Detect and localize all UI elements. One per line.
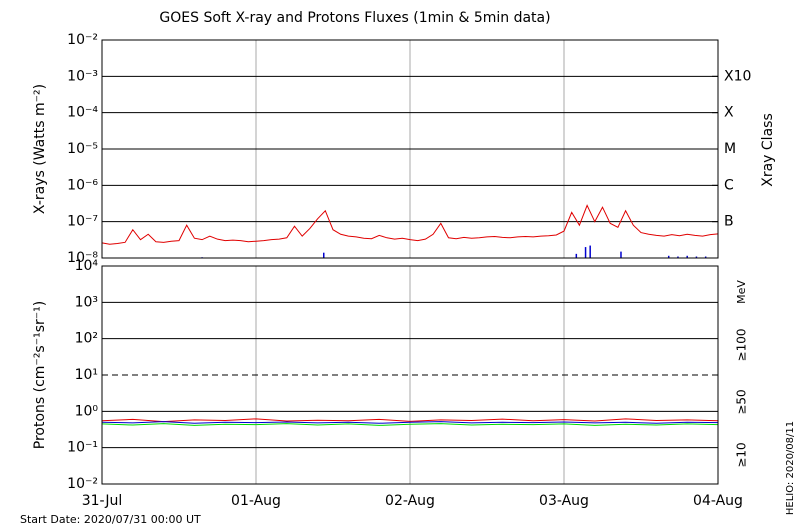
- x-tick-label: 04-Aug: [693, 493, 743, 509]
- y-tick-label: 10⁻⁷: [67, 214, 98, 230]
- x-tick-label: 31-Jul: [82, 493, 123, 509]
- y-tick-label: 10¹: [75, 367, 98, 383]
- y2-axis-label: Xray Class: [760, 113, 776, 187]
- y-tick-label: 10²: [75, 331, 98, 347]
- plot-frame: [101, 265, 719, 485]
- y2-tick-label: X: [724, 105, 734, 121]
- x-tick-label: 03-Aug: [539, 493, 589, 509]
- series-line: [101, 204, 719, 245]
- legend-label: ≥50: [735, 389, 749, 414]
- y-tick-label: 10³: [75, 294, 98, 310]
- x-tick-label: 01-Aug: [231, 493, 281, 509]
- y2-tick-label: B: [724, 214, 734, 230]
- start-date: Start Date: 2020/07/31 00:00 UT: [20, 513, 201, 526]
- y2-tick-label: M: [724, 141, 736, 157]
- plot-frame: [101, 39, 719, 259]
- y-tick-label: 10⁰: [75, 403, 99, 419]
- y2-tick-label: X10: [724, 68, 751, 84]
- x-tick-label: 02-Aug: [385, 493, 435, 509]
- y-tick-label: 10⁻¹: [67, 440, 98, 456]
- chart-title: GOES Soft X-ray and Protons Fluxes (1min…: [159, 10, 550, 26]
- y-axis-label: Protons (cm⁻²s⁻¹sr⁻¹): [32, 301, 48, 450]
- helio-date: HELIO: 2020/08/11: [785, 421, 796, 515]
- y-tick-label: 10⁻²: [67, 476, 98, 492]
- y-tick-label: 10⁻²: [67, 32, 98, 48]
- series-line: [101, 418, 719, 423]
- y-tick-label: 10⁻⁵: [67, 141, 98, 157]
- y-tick-label: 10⁴: [75, 258, 99, 274]
- y-axis-label: X-rays (Watts m⁻²): [32, 84, 48, 214]
- series-line: [101, 423, 719, 426]
- series-line: [101, 421, 719, 424]
- y-tick-label: 10⁻³: [67, 68, 98, 84]
- y-tick-label: 10⁻⁴: [67, 105, 98, 121]
- legend-label: ≥10: [735, 442, 749, 467]
- y2-tick-label: C: [724, 177, 734, 193]
- legend-label: ≥100: [735, 329, 749, 362]
- y-tick-label: 10⁻⁶: [67, 177, 98, 193]
- y-tick-label: 10⁻⁸: [67, 250, 98, 266]
- legend-title: MeV: [735, 280, 748, 304]
